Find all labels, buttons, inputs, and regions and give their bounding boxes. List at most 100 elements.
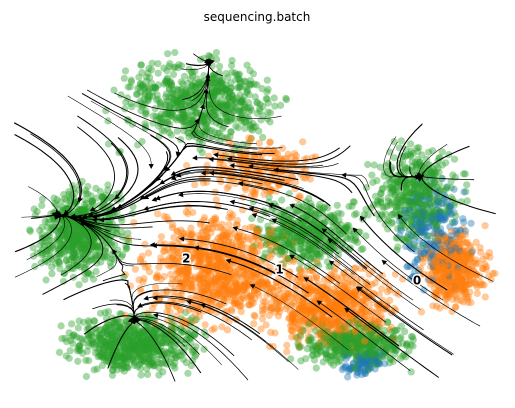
scatter-point xyxy=(372,320,380,328)
scatter-point xyxy=(256,100,264,108)
scatter-point xyxy=(443,295,451,303)
scatter-point xyxy=(350,211,359,219)
scatter-point xyxy=(263,237,271,245)
scatter-point xyxy=(442,185,450,193)
scatter-point xyxy=(480,281,488,289)
scatter-point xyxy=(438,209,446,217)
scatter-point xyxy=(249,70,257,78)
scatter-point xyxy=(295,265,303,273)
scatter-point xyxy=(68,320,76,328)
scatter-point xyxy=(344,348,352,356)
scatter-point xyxy=(205,225,213,233)
scatter-point xyxy=(382,346,390,354)
scatter-point xyxy=(311,230,319,239)
scatter-point xyxy=(364,284,372,292)
scatter-point xyxy=(216,275,224,283)
scatter-point xyxy=(347,314,355,322)
scatter-point xyxy=(313,223,322,231)
scatter-point xyxy=(447,247,455,255)
scatter-point xyxy=(204,281,212,289)
scatter-point xyxy=(461,286,469,294)
scatter-point xyxy=(482,252,490,260)
scatter-point xyxy=(295,317,303,325)
scatter-point xyxy=(331,301,339,309)
scatter-point xyxy=(238,96,246,104)
scatter-point xyxy=(171,364,179,372)
scatter-point xyxy=(428,261,436,269)
scatter-point xyxy=(168,325,176,333)
scatter-point xyxy=(214,202,222,211)
scatter-point xyxy=(376,360,384,368)
scatter-point xyxy=(130,325,138,333)
scatter-point xyxy=(163,349,171,357)
scatter-point xyxy=(352,349,360,357)
scatter-point xyxy=(130,359,138,367)
scatter-point xyxy=(60,217,68,225)
scatter-point xyxy=(300,322,308,330)
scatter-point xyxy=(122,347,130,355)
scatter-point xyxy=(96,348,104,357)
scatter-point xyxy=(143,365,151,373)
scatter-point xyxy=(72,221,80,229)
scatter-point xyxy=(89,275,98,283)
scatter-point xyxy=(424,276,432,284)
scatter-point xyxy=(74,357,82,365)
scatter-point xyxy=(228,68,236,76)
scatter-point xyxy=(459,298,467,306)
scatter-point xyxy=(362,232,370,240)
scatter-point xyxy=(184,210,192,218)
scatter-point xyxy=(211,79,219,87)
scatter-point xyxy=(408,232,416,240)
scatter-point xyxy=(278,232,286,240)
scatter-point xyxy=(406,199,414,207)
scatter-point xyxy=(354,355,362,363)
scatter-point xyxy=(452,212,460,220)
scatter-point xyxy=(220,291,228,299)
scatter-point xyxy=(318,326,326,335)
scatter-point xyxy=(200,213,209,222)
scatter-point xyxy=(188,81,196,89)
scatter-point xyxy=(339,335,348,344)
scatter-point xyxy=(425,198,433,206)
scatter-point xyxy=(141,344,149,352)
scatter-point xyxy=(69,253,77,261)
scatter-point xyxy=(141,354,149,362)
scatter-point xyxy=(72,228,80,236)
scatter-point xyxy=(313,346,321,354)
scatter-point xyxy=(339,353,347,361)
scatter-point xyxy=(373,177,381,185)
scatter-point xyxy=(458,275,466,283)
scatter-point xyxy=(38,201,46,209)
scatter-point xyxy=(214,254,222,262)
scatter-point xyxy=(311,316,319,324)
scatter-point xyxy=(204,263,212,271)
scatter-point xyxy=(120,367,128,375)
scatter-point xyxy=(460,218,468,226)
scatter-point xyxy=(371,359,379,368)
scatter-point xyxy=(182,208,190,216)
scatter-point xyxy=(228,105,236,113)
scatter-point xyxy=(419,183,427,191)
scatter-point xyxy=(294,195,302,203)
scatter-point xyxy=(337,338,345,346)
scatter-point xyxy=(335,286,343,294)
scatter-point xyxy=(244,276,253,284)
scatter-point xyxy=(430,255,438,263)
scatter-point xyxy=(381,338,389,347)
scatter-point xyxy=(174,249,182,257)
scatter-point xyxy=(65,188,73,196)
scatter-point xyxy=(273,305,281,313)
scatter-point xyxy=(274,294,282,302)
scatter-point xyxy=(343,292,351,300)
scatter-point xyxy=(445,245,453,253)
scatter-point xyxy=(443,267,451,275)
scatter-point xyxy=(363,347,371,355)
scatter-point xyxy=(72,230,80,239)
scatter-point xyxy=(327,320,336,328)
scatter-point xyxy=(341,363,349,371)
scatter-point xyxy=(102,323,110,331)
scatter-point xyxy=(446,247,454,256)
scatter-point xyxy=(160,272,168,281)
scatter-point xyxy=(457,297,465,305)
scatter-point xyxy=(187,282,195,291)
